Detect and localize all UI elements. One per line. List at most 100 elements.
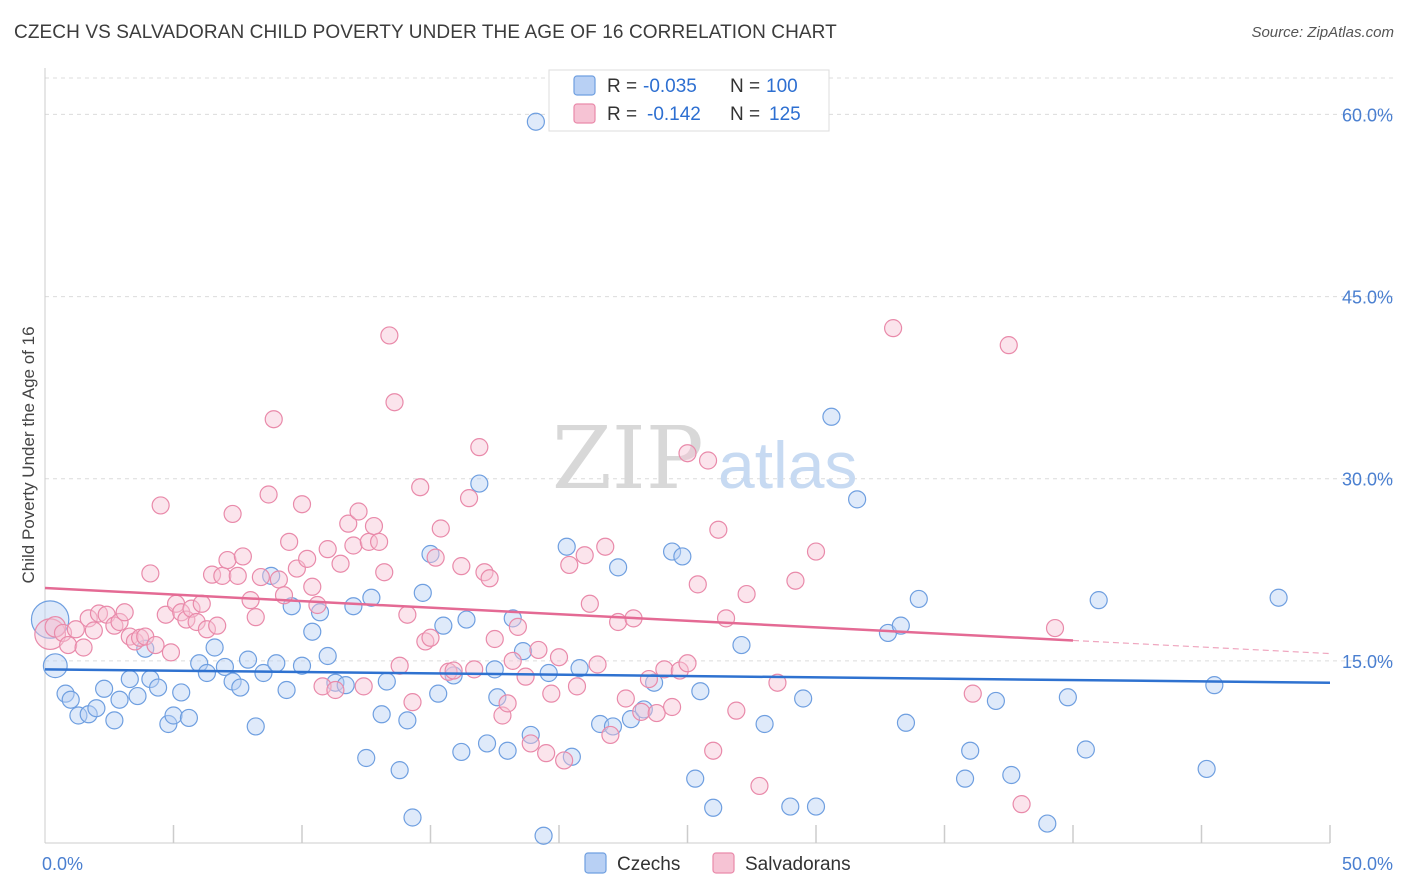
gridlines <box>45 77 1395 662</box>
czech-point <box>891 616 910 635</box>
czech-point <box>961 741 980 760</box>
czech-point <box>1058 688 1077 707</box>
salvadoran-point <box>246 608 265 627</box>
y-tick-label: 60.0% <box>1342 105 1393 125</box>
salvadoran-point <box>208 616 227 635</box>
salvadoran-point <box>529 640 548 660</box>
salvadoran-point <box>223 504 242 524</box>
legend-r-label: R = <box>607 104 637 125</box>
czech-point <box>105 711 124 730</box>
czech-point <box>673 547 692 566</box>
czech-point <box>231 678 250 697</box>
czech-point <box>498 741 517 760</box>
czech-point <box>1076 740 1095 759</box>
salvadoran-point <box>639 669 659 689</box>
czech-point <box>310 603 330 622</box>
legend-r-value: -0.035 <box>643 76 697 97</box>
czech-point <box>303 622 322 641</box>
salvadoran-point <box>411 478 430 497</box>
salvadoran-point <box>318 540 337 559</box>
czech-point <box>1089 591 1108 610</box>
salvadoran-point <box>303 577 322 596</box>
czech-point <box>662 542 682 561</box>
salvadoran-point <box>89 604 109 623</box>
y-tick-label: 30.0% <box>1342 470 1393 490</box>
czech-point <box>755 714 774 734</box>
salvadoran-point <box>549 648 569 667</box>
x-tick-label: 50.0% <box>1342 854 1393 874</box>
salvadoran-point <box>647 703 666 723</box>
czech-point <box>246 717 265 736</box>
salvadoran-point <box>308 595 327 615</box>
salvadoran-point <box>398 605 417 624</box>
salvadoran-point <box>251 567 270 587</box>
czech-point <box>179 708 199 728</box>
salvadoran-point <box>280 532 299 551</box>
salvadoran-point <box>375 563 394 582</box>
tick-labels: 15.0% 30.0% 45.0% 60.0% 0.0% 50.0% <box>42 105 1393 874</box>
salvadoran-point <box>737 584 756 604</box>
salvadoran-point <box>110 612 129 632</box>
salvadoran-point <box>259 485 278 504</box>
czechs-points <box>30 112 1288 845</box>
legend-swatch-salvadorans <box>573 103 596 124</box>
czech-point <box>686 769 705 788</box>
salvadoran-point <box>678 654 697 673</box>
czech-point <box>452 742 471 762</box>
salvadoran-point <box>521 734 540 753</box>
salvadoran-point <box>1012 795 1031 814</box>
czech-point <box>110 690 129 709</box>
czech-point <box>30 600 70 639</box>
salvadoran-point <box>470 438 489 457</box>
salvadoran-point <box>349 502 368 521</box>
czech-point <box>398 711 417 730</box>
salvadoran-point <box>516 667 535 686</box>
salvadoran-point <box>698 451 718 470</box>
czech-point <box>609 558 628 577</box>
czech-point <box>526 112 545 131</box>
czech-point <box>205 638 224 657</box>
czech-point <box>159 714 178 734</box>
czech-point <box>267 654 286 673</box>
czech-point <box>362 588 381 607</box>
salvadoran-point <box>883 319 903 338</box>
bottom-legend-swatch-czechs <box>584 852 607 874</box>
czech-point <box>164 706 183 725</box>
salvadoran-point <box>580 594 599 613</box>
salvadoran-point <box>74 638 93 657</box>
y-tick-label: 45.0% <box>1342 288 1393 308</box>
salvadoran-point <box>151 496 170 515</box>
salvadoran-point <box>542 684 561 703</box>
salvadoran-point <box>537 744 556 763</box>
salvadoran-point <box>364 516 384 536</box>
legend-swatch-czechs <box>573 75 596 96</box>
czech-point <box>848 490 867 509</box>
czech-point <box>822 407 841 426</box>
salvadoran-point <box>84 621 103 640</box>
x-tick-label: 0.0% <box>42 854 83 874</box>
salvadoran-point <box>444 661 463 680</box>
salvadoran-point <box>459 489 479 508</box>
salvadoran-point <box>1045 618 1065 638</box>
salvadoran-point <box>59 635 78 655</box>
salvadoran-point <box>508 617 527 636</box>
y-tick-label: 15.0% <box>1342 652 1393 672</box>
czech-point <box>457 610 476 629</box>
salvadoran-point <box>465 660 484 679</box>
czech-point <box>570 659 589 678</box>
czech-point <box>488 688 507 707</box>
czech-point <box>534 826 553 845</box>
czech-point <box>292 656 312 675</box>
czech-point <box>254 663 273 683</box>
salvadoran-point <box>678 444 697 463</box>
czech-point <box>909 589 928 609</box>
czech-point <box>986 691 1006 711</box>
salvadoran-point <box>616 689 635 708</box>
czech-point <box>148 678 168 697</box>
salvadoran-point <box>431 519 450 538</box>
czech-point <box>704 798 723 817</box>
salvadorans-points <box>34 319 1065 814</box>
salvadoran-point <box>370 532 389 551</box>
czech-point <box>429 684 448 703</box>
czech-point <box>691 682 710 701</box>
